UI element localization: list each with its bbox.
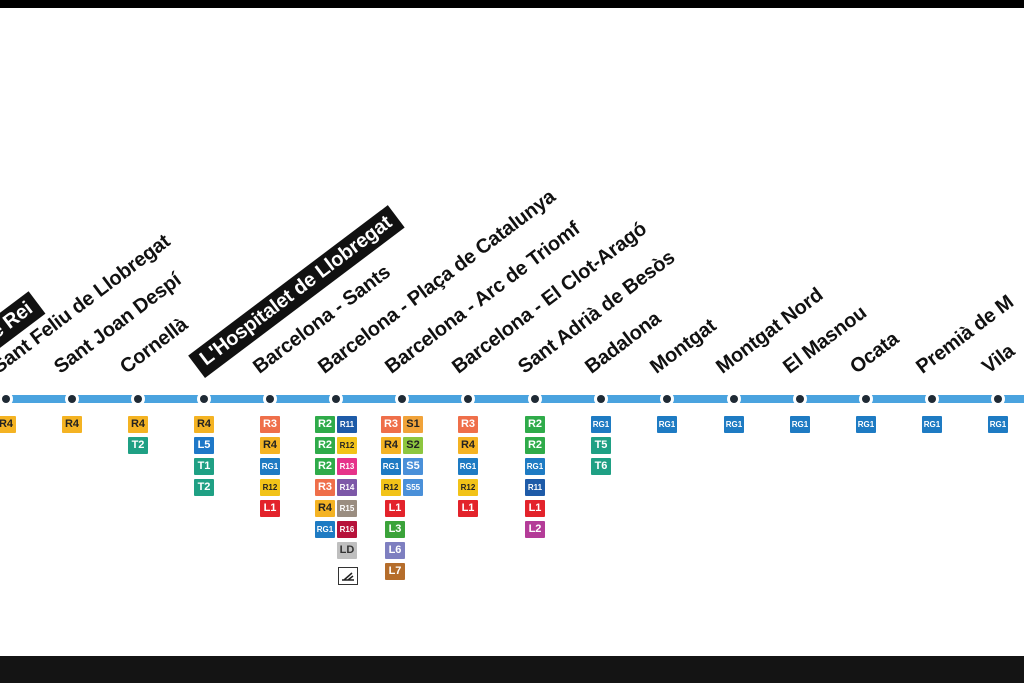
line-badge-r4: R4 — [381, 437, 401, 454]
line-badge-r11: R11 — [337, 416, 357, 433]
line-badge-rg1: RG1 — [591, 416, 611, 433]
station-stop[interactable] — [329, 392, 343, 406]
line-badge-rg1: RG1 — [260, 458, 280, 475]
line-badge-rg1: RG1 — [657, 416, 677, 433]
line-badge-r4: R4 — [194, 416, 214, 433]
line-badge-l2: L2 — [525, 521, 545, 538]
line-badge-r4: R4 — [62, 416, 82, 433]
line-badge-r15: R15 — [337, 500, 357, 517]
line-badge-l6: L6 — [385, 542, 405, 559]
line-badge-t6: T6 — [591, 458, 611, 475]
station-stop[interactable] — [925, 392, 939, 406]
line-badge-r2: R2 — [315, 416, 335, 433]
station-stop[interactable] — [727, 392, 741, 406]
line-badge-r3: R3 — [315, 479, 335, 496]
line-badge-r3: R3 — [381, 416, 401, 433]
line-badge-t1: T1 — [194, 458, 214, 475]
line-badge-l1: L1 — [458, 500, 478, 517]
station-stop[interactable] — [528, 392, 542, 406]
train-icon — [338, 567, 358, 585]
station-stop[interactable] — [991, 392, 1005, 406]
line-badge-r4: R4 — [260, 437, 280, 454]
station-stop[interactable] — [793, 392, 807, 406]
line-badge-r4: R4 — [128, 416, 148, 433]
line-badge-l1: L1 — [260, 500, 280, 517]
line-badge-t2: T2 — [194, 479, 214, 496]
line-badge-l1: L1 — [525, 500, 545, 517]
line-badge-r2: R2 — [525, 437, 545, 454]
line-badge-rg1: RG1 — [458, 458, 478, 475]
line-badge-r4: R4 — [458, 437, 478, 454]
line-badge-r14: R14 — [337, 479, 357, 496]
line-badge-rg1: RG1 — [724, 416, 744, 433]
line-badge-rg1: RG1 — [525, 458, 545, 475]
line-badge-r2: R2 — [525, 416, 545, 433]
line-badge-r12: R12 — [381, 479, 401, 496]
line-badge-rg1: RG1 — [988, 416, 1008, 433]
station-stop[interactable] — [594, 392, 608, 406]
line-badge-rg1: RG1 — [790, 416, 810, 433]
station-stop[interactable] — [859, 392, 873, 406]
line-badge-r12: R12 — [458, 479, 478, 496]
line-badge-l7: L7 — [385, 563, 405, 580]
line-badge-r2: R2 — [315, 458, 335, 475]
line-badge-r16: R16 — [337, 521, 357, 538]
line-badge-r12: R12 — [260, 479, 280, 496]
line-badge-rg1: RG1 — [922, 416, 942, 433]
line-badge-r12: R12 — [337, 437, 357, 454]
line-badge-r2: R2 — [315, 437, 335, 454]
station-stop[interactable] — [197, 392, 211, 406]
line-badge-rg1: RG1 — [315, 521, 335, 538]
line-badge-t2: T2 — [128, 437, 148, 454]
station-stop[interactable] — [395, 392, 409, 406]
line-badge-r3: R3 — [260, 416, 280, 433]
station-label[interactable]: Ocata — [846, 327, 903, 379]
line-badge-s2: S2 — [403, 437, 423, 454]
station-stop[interactable] — [660, 392, 674, 406]
line-badge-r13: R13 — [337, 458, 357, 475]
line-badge-s5: S5 — [403, 458, 423, 475]
line-badge-r4: R4 — [315, 500, 335, 517]
bottom-bar — [0, 656, 1024, 683]
line-badge-l1: L1 — [385, 500, 405, 517]
line-badge-r11: R11 — [525, 479, 545, 496]
line-badge-r3: R3 — [458, 416, 478, 433]
line-badge-t5: T5 — [591, 437, 611, 454]
station-stop[interactable] — [461, 392, 475, 406]
line-badge-l5: L5 — [194, 437, 214, 454]
station-stop[interactable] — [263, 392, 277, 406]
station-stop[interactable] — [131, 392, 145, 406]
station-label[interactable]: Vila — [978, 339, 1019, 379]
line-badge-s55: S55 — [403, 479, 423, 496]
line-badge-rg1: RG1 — [856, 416, 876, 433]
line-badge-ld: LD — [337, 542, 357, 559]
station-stop[interactable] — [65, 392, 79, 406]
station-stop[interactable] — [0, 392, 13, 406]
line-badge-s1: S1 — [403, 416, 423, 433]
line-badge-r4: R4 — [0, 416, 16, 433]
line-badge-rg1: RG1 — [381, 458, 401, 475]
rail-line — [0, 395, 1024, 403]
line-badge-l3: L3 — [385, 521, 405, 538]
